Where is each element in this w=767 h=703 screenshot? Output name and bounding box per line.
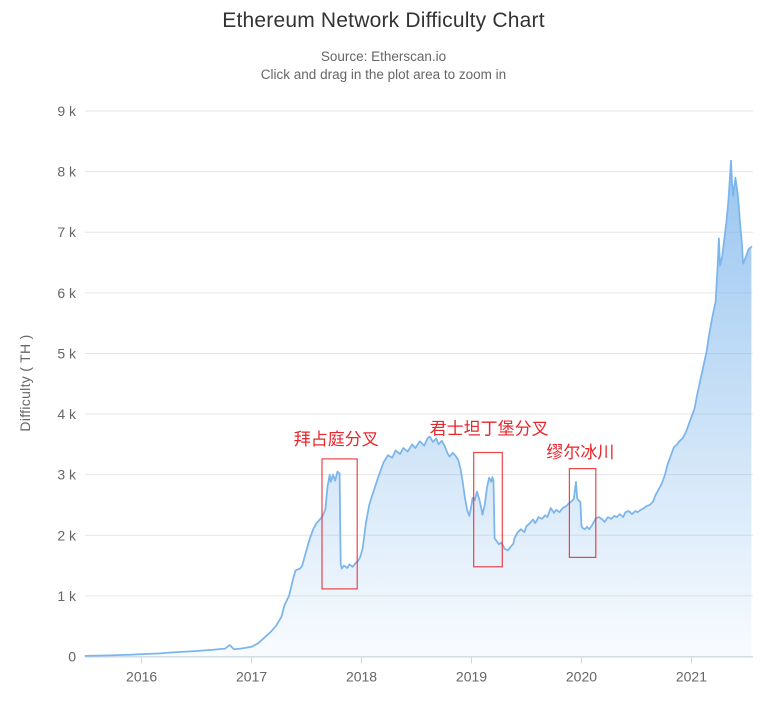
- y-tick-label-6k: 6 k: [57, 285, 77, 301]
- y-tick-label-5k: 5 k: [57, 345, 77, 361]
- y-tick-label-8k: 8 k: [57, 164, 77, 180]
- chart-title: Ethereum Network Difficulty Chart: [222, 9, 545, 32]
- x-tick-label-2020: 2020: [566, 669, 597, 685]
- y-tick-label-0: 0: [68, 649, 76, 665]
- y-tick-label-4k: 4 k: [57, 406, 77, 422]
- plot-zoom-region[interactable]: [85, 97, 753, 657]
- fork-highlight-box-1: [473, 451, 503, 568]
- fork-annotation-label-1: 君士坦丁堡分叉: [430, 420, 549, 439]
- y-tick-label-2k: 2 k: [57, 527, 77, 543]
- y-tick-label-1k: 1 k: [57, 588, 77, 604]
- chart-subtitle: Source: Etherscan.io Click and drag in t…: [0, 48, 767, 84]
- fork-highlight-box-0: [321, 458, 358, 590]
- y-tick-label-3k: 3 k: [57, 467, 77, 483]
- y-tick-label-7k: 7 k: [57, 224, 77, 240]
- fork-highlight-box-2: [568, 468, 597, 559]
- difficulty-line-series: [84, 159, 753, 657]
- difficulty-area-fill: [85, 160, 752, 657]
- x-tick-label-2019: 2019: [456, 669, 487, 685]
- x-tick-label-2021: 2021: [676, 669, 707, 685]
- chart-subtitle-source: Source: Etherscan.io: [320, 49, 447, 64]
- y-axis-title: Difficulty ( TH ): [17, 334, 33, 432]
- fork-annotation-label-2: 缪尔冰川: [546, 443, 614, 462]
- y-tick-label-9k: 9 k: [57, 103, 77, 119]
- chart-subtitle-hint: Click and drag in the plot area to zoom …: [260, 67, 507, 82]
- x-tick-label-2016: 2016: [126, 669, 157, 685]
- x-tick-label-2017: 2017: [236, 669, 267, 685]
- fork-annotation-label-0: 拜占庭分叉: [294, 430, 379, 449]
- x-tick-label-2018: 2018: [346, 669, 377, 685]
